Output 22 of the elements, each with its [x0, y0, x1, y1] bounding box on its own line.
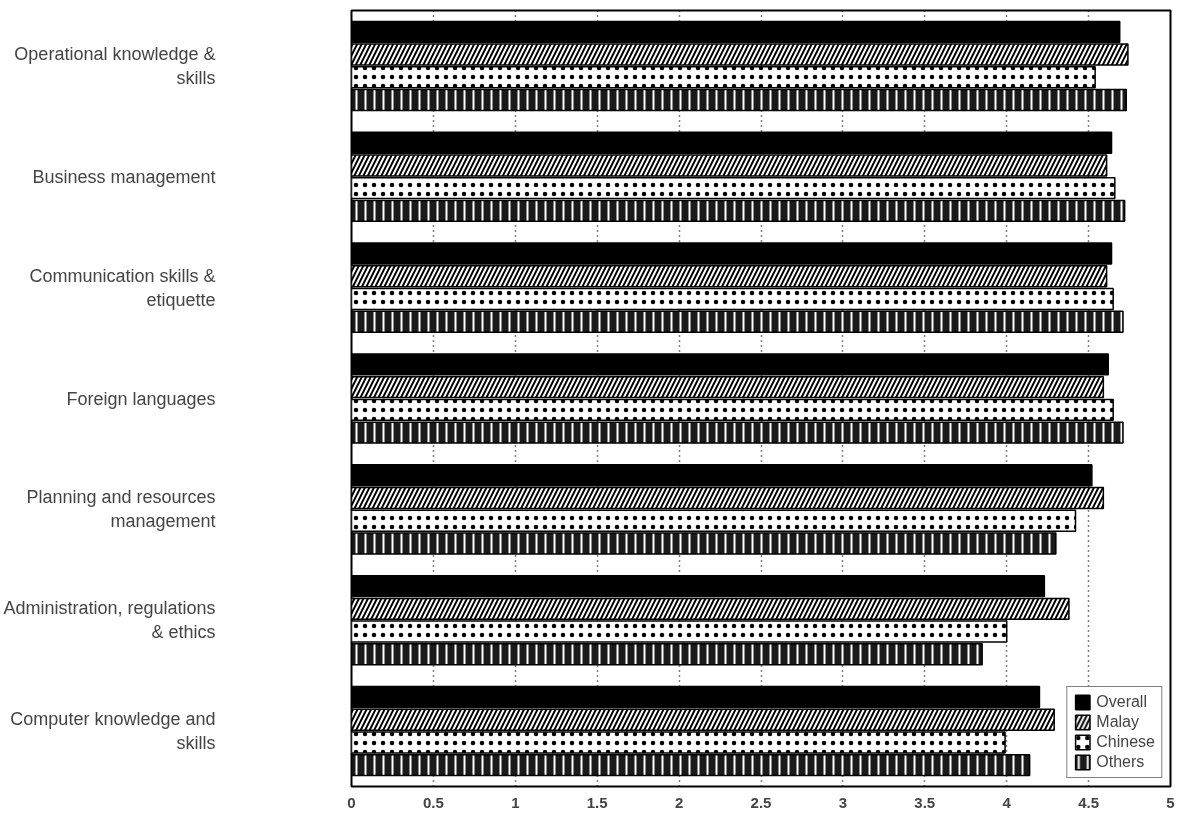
y-tick-label: Foreign languages — [66, 388, 216, 409]
x-tick-label: 3 — [838, 793, 848, 811]
x-tick-label: 2 — [674, 793, 684, 811]
y-tick-label: Computer knowledge and skills — [10, 709, 216, 754]
y-tick-label: Operational knowledge & skills — [14, 43, 216, 88]
x-tick-label: 3.5 — [914, 793, 936, 811]
x-tick-label: 4.5 — [1078, 793, 1100, 811]
x-tick-label: 0 — [347, 793, 356, 811]
legend-label: Others — [1096, 753, 1145, 771]
y-tick-label: Planning and resources management — [26, 487, 216, 532]
x-tick-label: 1.5 — [586, 793, 608, 811]
x-tick-label: 2.5 — [750, 793, 772, 811]
legend-label: Chinese — [1096, 733, 1155, 751]
y-tick-label: Communication skills & etiquette — [29, 265, 216, 310]
x-tick-label: 5 — [1166, 793, 1175, 811]
x-tick-label: 1 — [511, 793, 520, 811]
legend-label: Malay — [1096, 713, 1139, 731]
legend-label: Overall — [1096, 693, 1147, 711]
x-tick-label: 4 — [1002, 793, 1012, 811]
y-tick-label: Business management — [32, 166, 216, 187]
x-tick-label: 0.5 — [422, 793, 444, 811]
y-tick-label: Administration, regulations & ethics — [3, 598, 216, 643]
